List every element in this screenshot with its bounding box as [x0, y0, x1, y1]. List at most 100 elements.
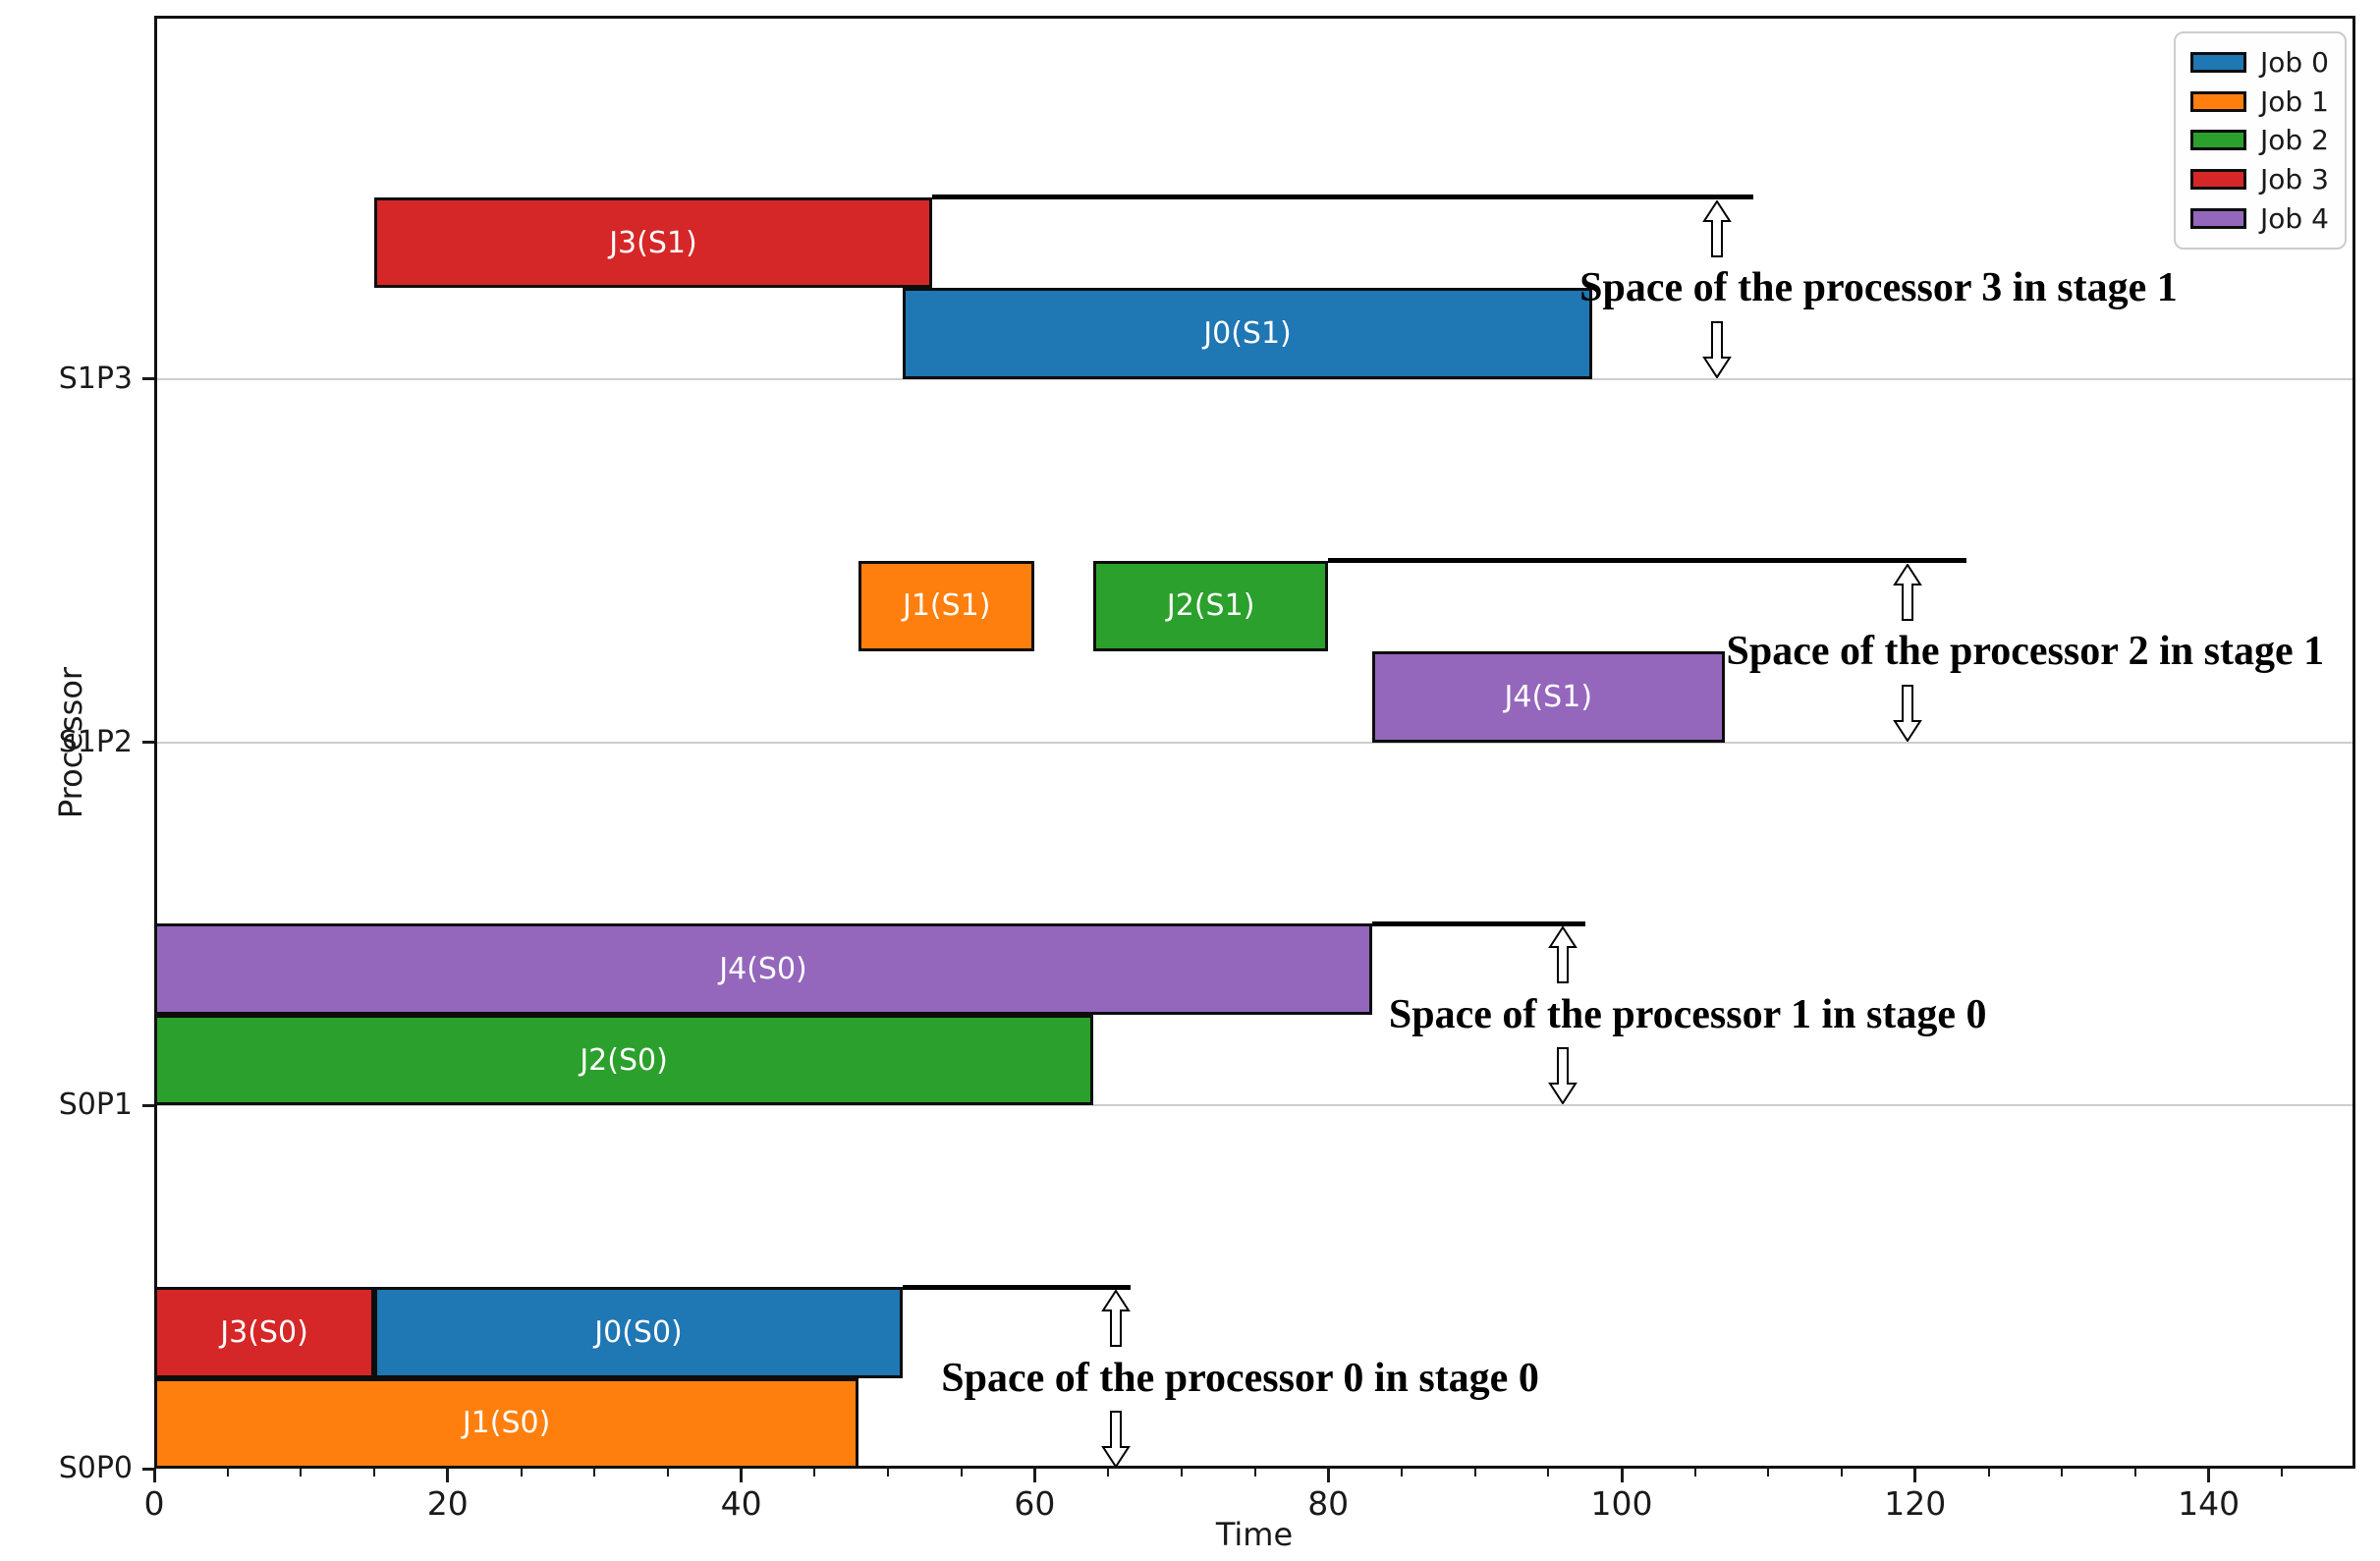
row-gridline	[154, 741, 2355, 744]
task-bar: J3(S1)	[374, 196, 932, 289]
x-minor-tick	[666, 1469, 669, 1477]
x-minor-tick	[960, 1469, 963, 1477]
legend-swatch	[2190, 169, 2246, 191]
legend: Job 0 Job 1 Job 2 Job 3 Job 4	[2174, 31, 2347, 250]
x-minor-tick	[2281, 1469, 2284, 1477]
x-tick	[152, 1469, 156, 1482]
legend-label: Job 3	[2260, 163, 2329, 196]
x-minor-tick	[226, 1469, 229, 1477]
x-minor-tick	[1253, 1469, 1256, 1477]
space-line	[1328, 558, 1967, 564]
task-bar: J4(S0)	[154, 923, 1373, 1015]
x-minor-tick	[1547, 1469, 1550, 1477]
task-bar-label: J2(S0)	[580, 1042, 668, 1078]
y-tick	[142, 741, 154, 744]
task-bar-label: J4(S1)	[1504, 679, 1593, 714]
task-bar-label: J0(S1)	[1203, 316, 1292, 352]
task-bar-label: J1(S0)	[462, 1406, 551, 1441]
x-tick	[1620, 1469, 1624, 1482]
x-minor-tick	[373, 1469, 376, 1477]
spine-bottom	[154, 1466, 2355, 1469]
legend-label: Job 4	[2260, 202, 2329, 236]
task-bar-label: J4(S0)	[719, 952, 807, 987]
x-tick-label: 60	[1014, 1484, 1056, 1523]
down-arrow-icon	[1893, 684, 1923, 746]
task-bar: J3(S0)	[154, 1287, 375, 1378]
space-annotation-text: Space of the processor 2 in stage 1	[1726, 629, 2325, 675]
legend-swatch	[2190, 208, 2246, 230]
x-minor-tick	[520, 1469, 523, 1477]
task-bar: J2(S0)	[154, 1014, 1094, 1106]
space-annotation-text: Space of the processor 3 in stage 1	[1579, 265, 2178, 311]
space-annotation-text: Space of the processor 0 in stage 0	[941, 1355, 1539, 1401]
x-minor-tick	[1693, 1469, 1696, 1477]
legend-label: Job 2	[2260, 124, 2329, 157]
x-tick-label: 100	[1590, 1484, 1653, 1523]
x-tick	[2207, 1469, 2211, 1482]
up-arrow-icon	[1548, 925, 1578, 987]
legend-item: Job 4	[2176, 202, 2345, 235]
task-bar: J1(S1)	[858, 560, 1035, 652]
x-minor-tick	[593, 1469, 596, 1477]
down-arrow-icon	[1702, 320, 1732, 382]
x-tick	[1913, 1469, 1917, 1482]
task-bar: J0(S1)	[902, 288, 1593, 379]
y-tick-label: S1P2	[58, 724, 133, 759]
x-minor-tick	[1107, 1469, 1110, 1477]
space-line	[1372, 920, 1585, 926]
legend-item: Job 3	[2176, 163, 2345, 195]
x-minor-tick	[887, 1469, 889, 1477]
space-annotation-text: Space of the processor 1 in stage 0	[1388, 991, 1987, 1037]
y-tick-label: S0P0	[58, 1451, 133, 1485]
x-axis-title: Time	[1215, 1516, 1294, 1553]
x-tick-label: 20	[426, 1484, 469, 1523]
x-tick	[1032, 1469, 1036, 1482]
y-tick	[142, 1467, 154, 1471]
legend-item: Job 1	[2176, 85, 2345, 118]
x-minor-tick	[1841, 1469, 1844, 1477]
legend-item: Job 2	[2176, 124, 2345, 156]
legend-item: Job 0	[2176, 46, 2345, 79]
spine-right	[2352, 16, 2355, 1469]
x-minor-tick	[1180, 1469, 1183, 1477]
y-tick	[142, 377, 154, 381]
y-tick	[142, 1103, 154, 1107]
y-tick-label: S0P1	[58, 1087, 133, 1123]
legend-swatch	[2190, 51, 2246, 73]
task-bar-label: J3(S0)	[220, 1314, 308, 1350]
task-bar: J2(S1)	[1093, 560, 1329, 652]
x-tick	[446, 1469, 450, 1482]
x-minor-tick	[1473, 1469, 1476, 1477]
y-tick-label: S1P3	[58, 361, 133, 396]
row-gridline	[154, 1104, 2355, 1107]
x-tick-label: 80	[1307, 1484, 1350, 1523]
task-bar-label: J3(S1)	[609, 225, 697, 260]
y-axis-title: Processor	[52, 666, 89, 819]
task-bar-label: J1(S1)	[903, 588, 991, 624]
spine-top	[154, 16, 2355, 19]
task-bar: J0(S0)	[374, 1287, 903, 1378]
up-arrow-icon	[1702, 199, 1732, 261]
x-minor-tick	[2061, 1469, 2064, 1477]
x-minor-tick	[1767, 1469, 1770, 1477]
up-arrow-icon	[1893, 562, 1923, 625]
x-minor-tick	[1400, 1469, 1403, 1477]
x-minor-tick	[300, 1469, 303, 1477]
x-minor-tick	[2133, 1469, 2136, 1477]
down-arrow-icon	[1548, 1047, 1578, 1108]
task-bar: J1(S0)	[154, 1377, 859, 1469]
task-bar: J4(S1)	[1372, 651, 1725, 743]
x-minor-tick	[813, 1469, 816, 1477]
plot-area: S0P0 S0P1 S1P2 S1P3 0 20 40 60 80 100 120 140 J1(S0)…	[59, 16, 2355, 1523]
x-tick	[1326, 1469, 1330, 1482]
x-tick	[740, 1469, 744, 1482]
x-tick-label: 120	[1884, 1484, 1947, 1523]
task-bar-label: J0(S0)	[594, 1314, 683, 1350]
down-arrow-icon	[1100, 1411, 1131, 1472]
row-gridline	[154, 377, 2355, 380]
spine-left	[154, 16, 157, 1469]
legend-label: Job 0	[2260, 45, 2329, 79]
legend-swatch	[2190, 90, 2246, 112]
task-bar-label: J2(S1)	[1166, 588, 1255, 624]
